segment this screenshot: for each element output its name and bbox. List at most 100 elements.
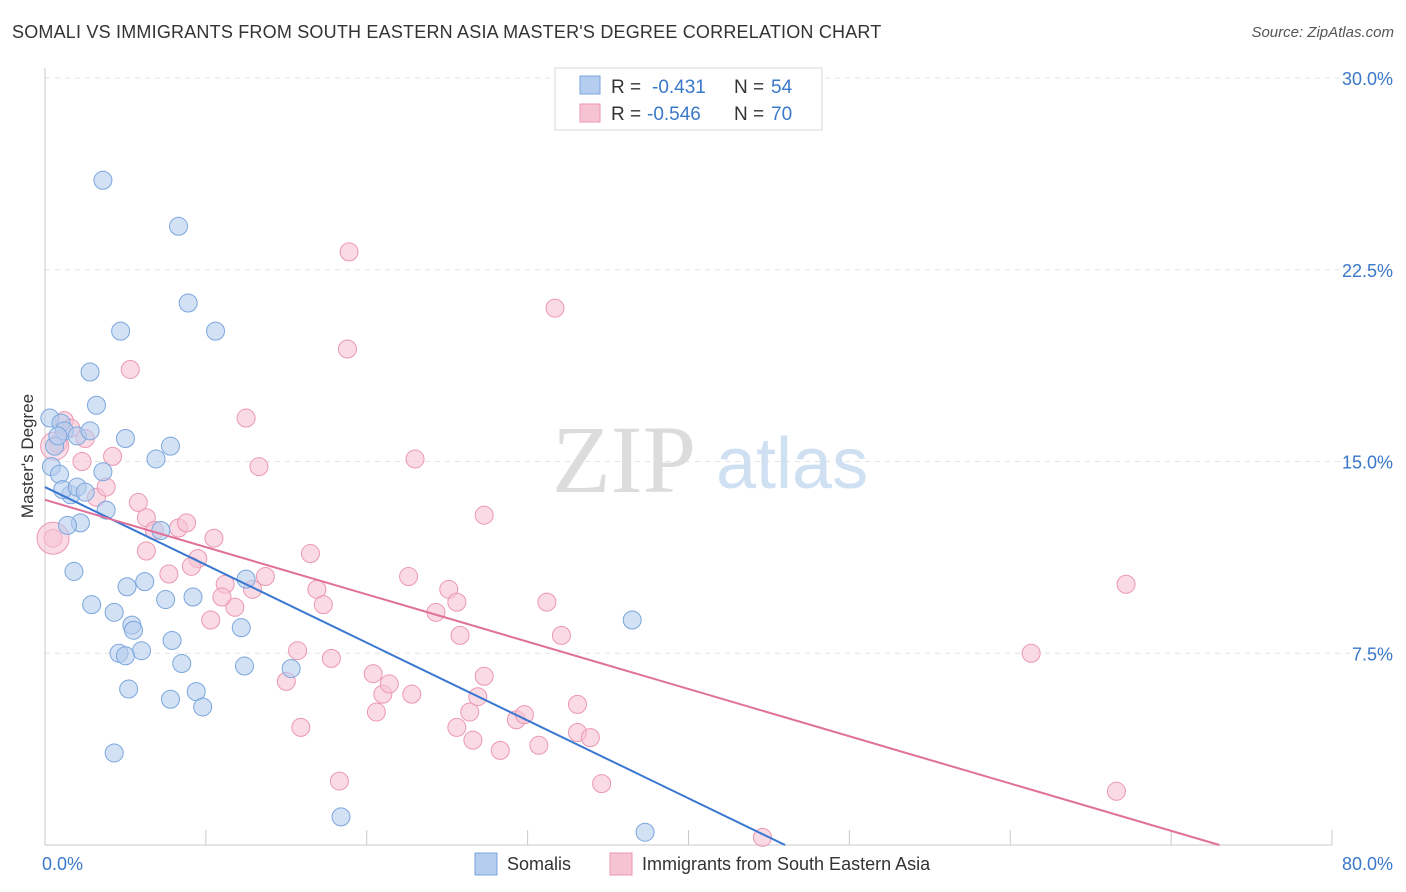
sea-point-66 <box>1116 574 1136 594</box>
trend-lines <box>44 486 1220 846</box>
somali-point-8 <box>169 216 189 236</box>
sea-point-43 <box>321 648 341 668</box>
sea-point-42 <box>288 641 308 661</box>
legend-swatch-somalis <box>474 852 498 876</box>
legend-stats-swatch-somali <box>579 75 601 95</box>
sea-point-27 <box>201 610 221 630</box>
sea-point-40 <box>537 592 557 612</box>
sea-point-31 <box>337 339 357 359</box>
watermark-zip: ZIP <box>552 406 696 513</box>
somali-point-44 <box>281 659 301 679</box>
legend-r-value-sea: -0.546 <box>647 104 701 125</box>
chart-title: SOMALI VS IMMIGRANTS FROM SOUTH EASTERN … <box>12 22 882 42</box>
sea-point-60 <box>463 730 483 750</box>
y-tick-label-3: 30.0% <box>1342 69 1393 89</box>
somali-point-27 <box>64 561 84 581</box>
somali-points <box>40 170 655 842</box>
somali-point-32 <box>104 602 124 622</box>
sea-point-10 <box>128 492 148 512</box>
legend-r-value-somali: -0.431 <box>652 77 706 98</box>
legend-stats: R = -0.431 N = 54 R = -0.546 N = 70 <box>554 67 823 131</box>
sea-point-15 <box>204 528 224 548</box>
somali-point-12 <box>80 362 100 382</box>
legend-label-sea: Immigrants from South Eastern Asia <box>642 854 931 874</box>
somali-point-11 <box>206 321 226 341</box>
sea-point-48 <box>402 684 422 704</box>
sea-point-61 <box>490 740 510 760</box>
sea-point-9 <box>96 477 116 497</box>
sea-point-55 <box>529 735 549 755</box>
somali-point-36 <box>123 620 143 640</box>
legend-n-label-sea: N = <box>734 104 764 125</box>
somali-point-53 <box>48 426 68 446</box>
somali-point-13 <box>86 395 106 415</box>
sea-point-45 <box>363 664 383 684</box>
legend-label-somalis: Somalis <box>507 854 571 874</box>
sea-point-14 <box>177 513 197 533</box>
sea-point-62 <box>291 717 311 737</box>
chart-source: Source: ZipAtlas.com <box>1251 24 1394 41</box>
sea-point-58 <box>580 728 600 748</box>
somali-point-45 <box>119 679 139 699</box>
sea-trend-line <box>44 498 1220 846</box>
somali-point-49 <box>104 743 124 763</box>
sea-point-51 <box>474 666 494 686</box>
somali-point-37 <box>231 618 251 638</box>
somali-point-9 <box>178 293 198 313</box>
somali-point-17 <box>49 464 69 484</box>
sea-point-26 <box>212 587 232 607</box>
sea-point-41 <box>551 625 571 645</box>
y-tick-labels: 7.5% 15.0% 22.5% 30.0% <box>1342 69 1393 664</box>
y-axis-label: Master's Degree <box>18 394 37 518</box>
somali-point-6 <box>80 421 100 441</box>
x-tick-labels: 0.0% 80.0% <box>42 854 1393 874</box>
somali-point-15 <box>160 436 180 456</box>
sea-points <box>36 242 1136 847</box>
somali-point-7 <box>93 170 113 190</box>
sea-point-18 <box>159 564 179 584</box>
legend-n-label-somali: N = <box>734 77 764 98</box>
somali-point-43 <box>234 656 254 676</box>
sea-point-22 <box>300 544 320 564</box>
sea-point-5 <box>72 452 92 471</box>
sea-point-24 <box>313 595 333 615</box>
gridlines <box>45 77 1393 654</box>
somali-point-38 <box>162 630 182 650</box>
sea-point-7 <box>120 359 140 379</box>
somali-point-34 <box>183 587 203 607</box>
y-tick-label-0: 7.5% <box>1352 644 1393 664</box>
sea-point-39 <box>450 625 470 645</box>
somali-point-29 <box>135 572 155 592</box>
sea-point-67 <box>1106 781 1126 801</box>
somali-point-52 <box>635 822 655 842</box>
somali-point-14 <box>115 428 135 448</box>
x-tick-label-min: 0.0% <box>42 854 83 874</box>
somali-point-47 <box>160 689 180 709</box>
y-tick-label-2: 22.5% <box>1342 261 1393 281</box>
y-tick-label-1: 15.0% <box>1342 453 1393 473</box>
somali-point-33 <box>156 590 176 610</box>
somali-point-26 <box>151 521 171 541</box>
sea-point-69 <box>136 541 156 561</box>
sea-point-30 <box>339 242 359 262</box>
sea-point-21 <box>255 567 275 587</box>
somali-point-41 <box>115 646 135 666</box>
sea-point-65 <box>1021 643 1041 663</box>
sea-point-28 <box>236 408 256 428</box>
somali-point-16 <box>146 449 166 469</box>
sea-point-38 <box>447 592 467 612</box>
somali-point-31 <box>82 595 102 615</box>
sea-point-25 <box>225 597 245 617</box>
sea-point-35 <box>399 567 419 587</box>
sea-point-29 <box>249 457 269 477</box>
legend-swatch-sea <box>609 852 633 876</box>
somali-point-48 <box>193 697 213 717</box>
legend-series: Somalis Immigrants from South Eastern As… <box>474 852 931 876</box>
sea-point-34 <box>545 298 565 318</box>
sea-point-49 <box>366 702 386 722</box>
legend-n-value-somali: 54 <box>771 77 793 98</box>
sea-point-64 <box>592 774 612 794</box>
legend-r-label-somali: R = <box>611 77 641 98</box>
zipatlas-watermark: ZIP atlas <box>552 406 868 513</box>
